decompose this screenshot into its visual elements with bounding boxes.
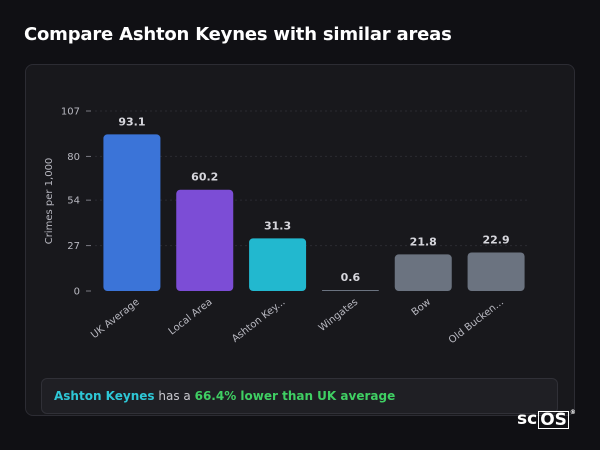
bar: [249, 238, 307, 291]
x-axis-labels: UK Average Local Area Ashton Key... Wingate…: [89, 297, 506, 347]
x-tick-label: Bow: [410, 297, 433, 319]
y-tick-label: 54: [67, 196, 80, 207]
y-axis-title: Crimes per 1,000: [44, 158, 55, 245]
bar: [176, 189, 234, 291]
y-tick-label: 27: [67, 241, 80, 252]
summary-connector: has a: [158, 389, 191, 403]
x-tick-label: UK Average: [89, 297, 142, 341]
bar-value-label: 60.2: [191, 171, 218, 184]
x-tick-label: Ashton Key...: [230, 297, 287, 345]
value-labels: 93.1 60.2 31.3 0.6 21.8 22.9: [118, 115, 509, 284]
bar-value-label: 0.6: [341, 271, 361, 284]
comparison-summary: Ashton Keynes has a 66.4% lower than UK …: [41, 378, 558, 414]
bar: [103, 134, 161, 291]
bar-value-label: 21.8: [410, 235, 437, 248]
page-title: Compare Ashton Keynes with similar areas: [24, 24, 452, 45]
bar: [467, 252, 525, 291]
x-tick-label: Wingates: [317, 297, 360, 334]
summary-place: Ashton Keynes: [54, 389, 155, 403]
x-tick-label: Local Area: [167, 297, 215, 338]
scos-logo: sc OS ®: [517, 409, 576, 429]
summary-difference: 66.4% lower than UK average: [194, 389, 396, 403]
bar: [394, 254, 452, 291]
y-tick-label: 80: [67, 152, 80, 163]
bar-value-label: 22.9: [483, 233, 510, 246]
y-axis: 0 27 54 80 107: [61, 107, 91, 298]
x-tick-label: Old Bucken...: [447, 297, 506, 347]
y-tick-label: 107: [61, 107, 80, 118]
bar: [321, 289, 379, 291]
bars: [103, 134, 525, 291]
bar-value-label: 93.1: [118, 115, 145, 128]
y-tick-label: 0: [74, 287, 80, 298]
logo-boxed-text: OS: [538, 410, 569, 430]
logo-text: sc: [517, 409, 538, 429]
registered-mark: ®: [569, 409, 576, 416]
bar-value-label: 31.3: [264, 219, 291, 232]
